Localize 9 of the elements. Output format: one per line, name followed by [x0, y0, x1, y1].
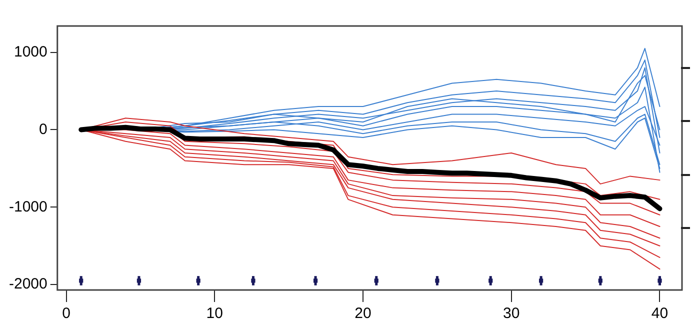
x-tick-label: 30	[503, 305, 520, 322]
x-tick-label: 0	[62, 305, 70, 322]
y-tick-label: 0	[39, 120, 48, 138]
x-tick-label: 40	[651, 305, 668, 322]
x-tick-label: 20	[354, 305, 372, 322]
y-tick-label: -2000	[8, 276, 48, 293]
y-tick-label: 1000	[14, 43, 48, 60]
y-tick-label: -1000	[8, 198, 48, 216]
x-tick-label: 10	[206, 305, 223, 322]
